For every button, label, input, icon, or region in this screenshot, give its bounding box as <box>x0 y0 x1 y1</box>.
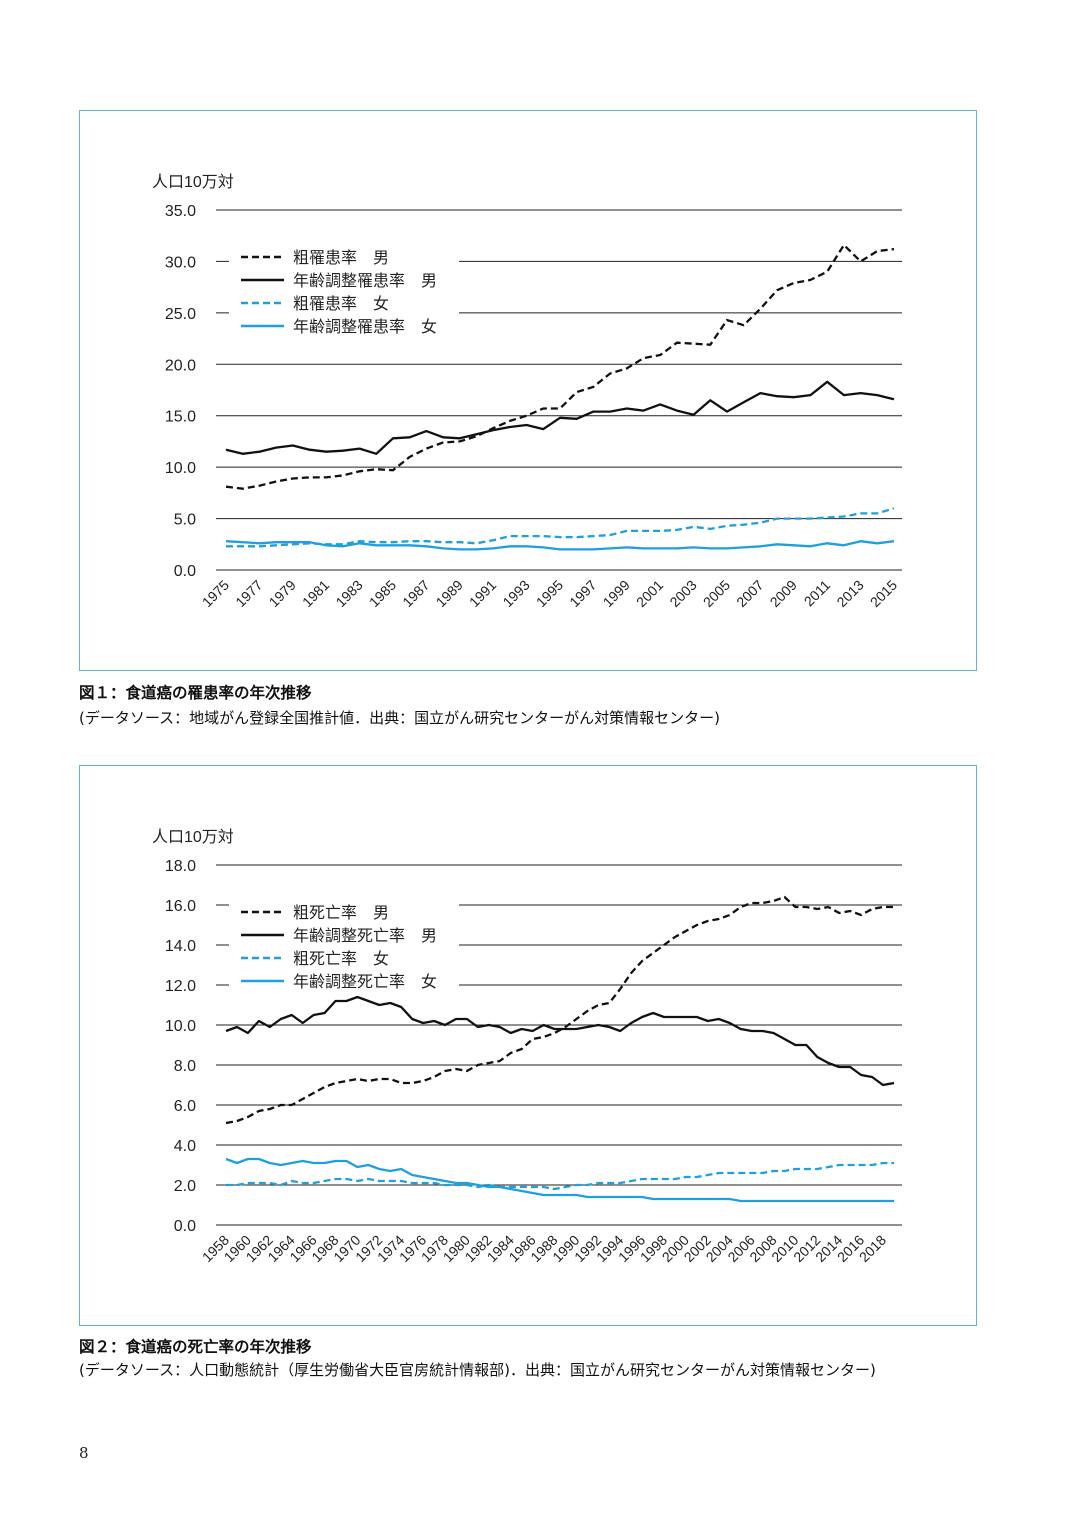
page-number: 8 <box>79 1444 89 1462</box>
x-tick-label: 2001 <box>633 577 666 610</box>
series-line-4 <box>225 1157 894 1203</box>
x-tick-label: 1989 <box>433 577 466 610</box>
x-tick-label: 1979 <box>266 577 299 610</box>
x-tick-label: 1991 <box>466 577 499 610</box>
y-tick-label: 20.0 <box>165 357 196 374</box>
x-tick-label: 2005 <box>700 577 733 610</box>
y-tick-label: 10.0 <box>165 460 196 477</box>
unit-label: 人口10万対 <box>152 828 234 846</box>
unit-label: 人口10万対 <box>152 173 234 191</box>
y-tick-label: 6.0 <box>174 1098 196 1115</box>
legend-label: 粗罹患率 女 <box>293 294 389 313</box>
x-tick-label: 1985 <box>366 577 399 610</box>
y-tick-label: 16.0 <box>165 898 196 915</box>
x-tick-label: 2011 <box>801 577 834 610</box>
figure-2-title: 図２：食道癌の死亡率の年次推移 <box>79 1338 312 1356</box>
series-line-1 <box>225 243 895 490</box>
figure-2-frame: 人口10万対 0.0 2.0 4.0 6.0 8.0 10.0 12.0 14.0 16.0 18.… <box>79 765 977 1326</box>
legend-label: 粗死亡率 男 <box>293 904 389 922</box>
x-tick-label: 1975 <box>199 577 232 610</box>
y-tick-label: 10.0 <box>165 1018 196 1035</box>
x-tick-label: 1987 <box>399 577 432 610</box>
x-tick-label: 1997 <box>566 577 599 610</box>
mortality-rate-chart: 人口10万対 0.0 2.0 4.0 6.0 8.0 10.0 12.0 14.0 16.0 18.… <box>152 828 902 1265</box>
y-tick-label: 0.0 <box>174 563 196 580</box>
legend-label: 粗死亡率 女 <box>293 949 389 968</box>
y-tick-label: 8.0 <box>174 1058 196 1075</box>
y-tick-label: 5.0 <box>174 512 196 529</box>
x-tick-label: 2007 <box>733 577 766 610</box>
figure-1-frame: 人口10万対 0.0 5.0 10.0 15.0 20.0 25.0 30.0 35.0 1975… <box>79 110 977 671</box>
legend-label: 年齢調整罹患率 男 <box>293 272 437 290</box>
y-tick-label: 12.0 <box>165 978 196 995</box>
y-tick-label: 0.0 <box>174 1218 196 1235</box>
figure-1-title: 図１：食道癌の罹患率の年次推移 <box>79 684 312 702</box>
x-tick-label: 2015 <box>867 577 900 610</box>
x-tick-label: 1981 <box>299 577 332 610</box>
legend-label: 年齢調整罹患率 女 <box>293 317 437 336</box>
y-tick-label: 30.0 <box>165 254 196 271</box>
figure-2-source: (データソース：人口動態統計（厚生労働省大臣官房統計情報部)．出典：国立がん研究… <box>79 1361 876 1379</box>
y-tick-label: 14.0 <box>165 938 196 955</box>
x-tick-label: 2003 <box>666 577 699 610</box>
series-line-2 <box>225 380 895 455</box>
x-tick-label: 1999 <box>600 577 633 610</box>
x-tick-label: 2013 <box>833 577 866 610</box>
series-line-4 <box>225 540 895 551</box>
y-tick-label: 15.0 <box>165 409 196 426</box>
x-tick-label: 1983 <box>332 577 365 610</box>
y-tick-label: 18.0 <box>165 858 196 875</box>
figure-1-source: (データソース：地域がん登録全国推計値．出典：国立がん研究センターがん対策情報セ… <box>79 709 720 727</box>
x-tick-label: 1977 <box>232 577 265 610</box>
incidence-rate-chart: 人口10万対 0.0 5.0 10.0 15.0 20.0 25.0 30.0 35.0 1975… <box>152 173 902 610</box>
series-line-3 <box>226 507 895 548</box>
x-tick-label: 2009 <box>767 577 800 610</box>
legend-label: 粗罹患率 男 <box>293 249 389 267</box>
legend-label: 年齢調整死亡率 男 <box>293 927 437 945</box>
x-tick-label: 1993 <box>499 577 532 610</box>
y-tick-label: 25.0 <box>165 306 196 323</box>
y-tick-label: 35.0 <box>165 203 196 220</box>
y-tick-label: 2.0 <box>174 1178 196 1195</box>
x-tick-label: 1995 <box>533 577 566 610</box>
x-tick-label: 2018 <box>856 1232 889 1265</box>
y-tick-label: 4.0 <box>174 1138 196 1155</box>
legend-label: 年齢調整死亡率 女 <box>293 972 437 991</box>
series-line-2 <box>225 995 895 1087</box>
series-line-3 <box>226 1161 894 1191</box>
